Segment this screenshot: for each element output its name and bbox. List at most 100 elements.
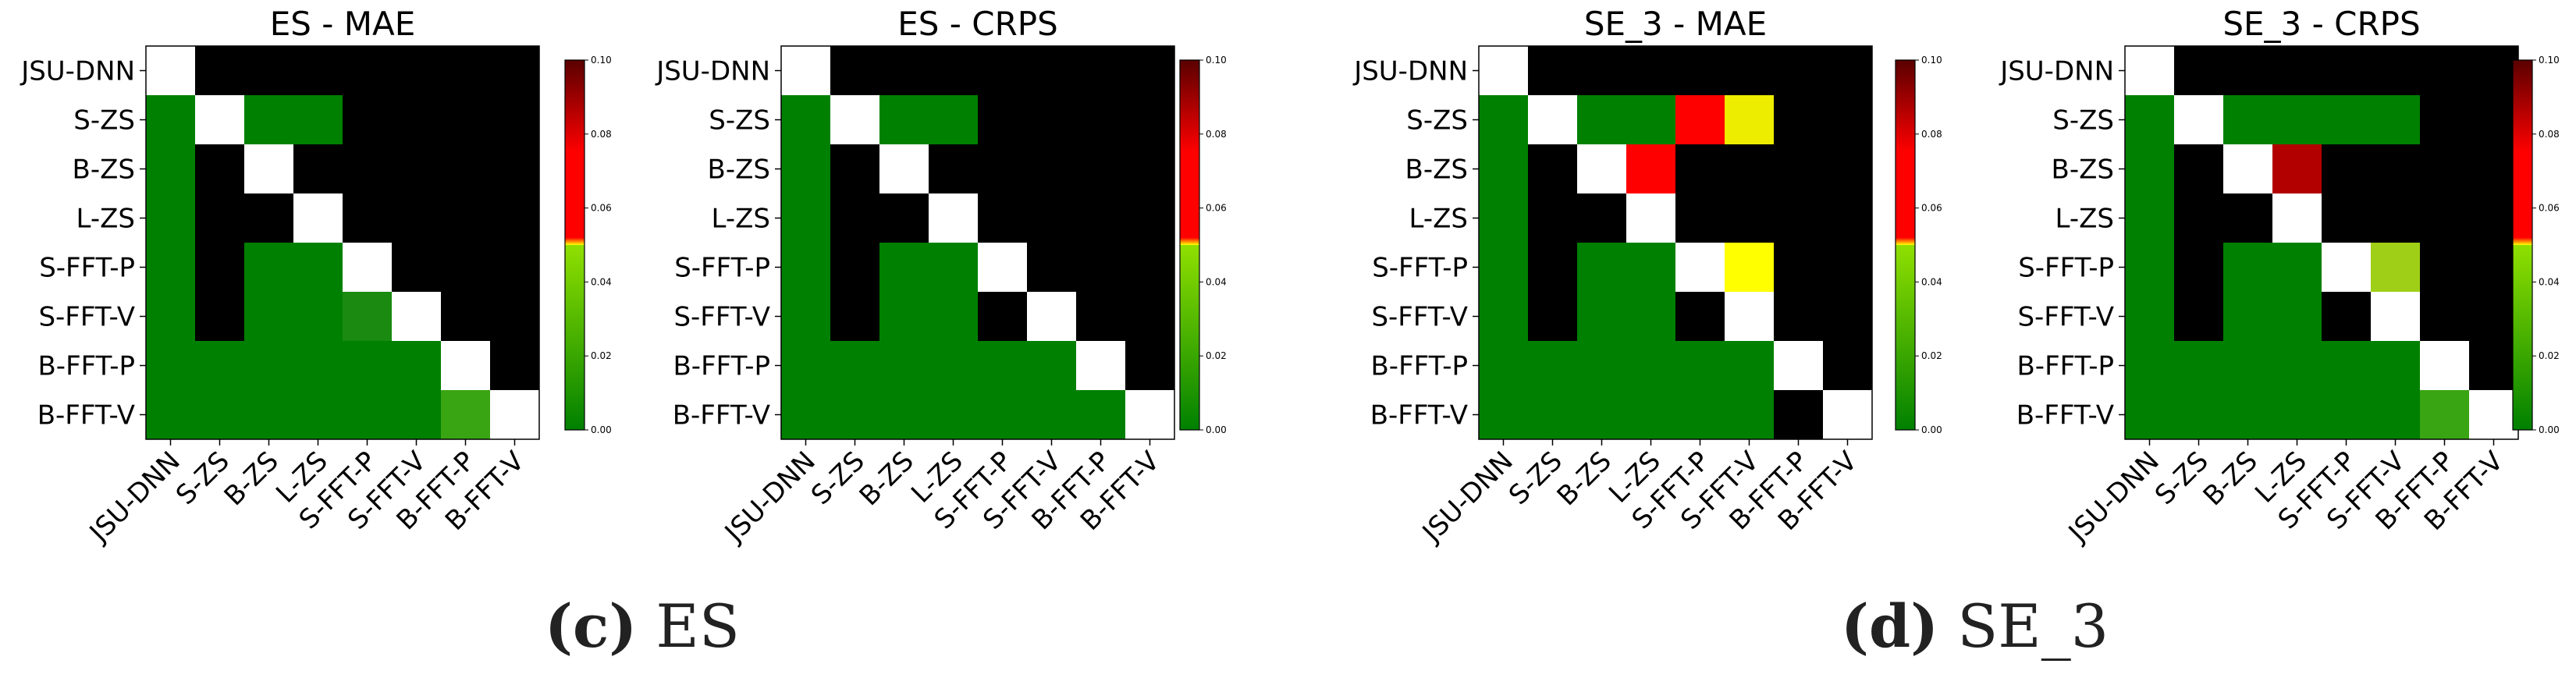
- heatmap-cell: [293, 95, 343, 145]
- heatmap-cell: [1479, 243, 1529, 293]
- heatmap-panel-2: ES - CRPSJSU-DNNS-ZSB-ZSL-ZSS-FFT-PS-FFT…: [655, 5, 1227, 549]
- y-tick-label: B-FFT-V: [2016, 400, 2114, 431]
- y-tick-label: L-ZS: [1409, 204, 1469, 235]
- heatmap-cell: [1076, 193, 1126, 243]
- heatmap-cell: [879, 46, 929, 96]
- colorbar-tick-label: 0.02: [1206, 350, 1227, 361]
- heatmap-cell: [490, 341, 540, 391]
- heatmap-cell: [392, 46, 442, 96]
- heatmap-cell: [2125, 341, 2175, 391]
- heatmap-cell: [781, 292, 831, 342]
- y-tick-label: S-ZS: [73, 105, 135, 137]
- y-tick-label: B-FFT-P: [37, 351, 135, 382]
- y-tick-label: JSU-DNN: [655, 56, 770, 87]
- heatmap-cell: [195, 390, 245, 440]
- heatmap-cell: [2469, 243, 2519, 293]
- heatmap-cell: [1125, 46, 1175, 96]
- heatmap-cell: [929, 243, 979, 293]
- heatmap-cell: [1774, 46, 1824, 96]
- colorbar-tick-label: 0.08: [1921, 129, 1942, 140]
- y-tick-label: S-FFT-P: [674, 253, 770, 284]
- heatmap-cell: [392, 292, 442, 342]
- heatmap-cell: [2223, 341, 2273, 391]
- heatmap-cell: [1027, 292, 1077, 342]
- heatmap-cell: [1675, 243, 1725, 293]
- heatmap-cell: [343, 243, 393, 293]
- heatmap-cell: [1027, 46, 1077, 96]
- heatmap-cell: [781, 341, 831, 391]
- heatmap-cell: [1675, 390, 1725, 440]
- heatmap-cell: [2174, 144, 2224, 194]
- heatmap-cell: [195, 95, 245, 145]
- heatmap-cell: [1528, 95, 1578, 145]
- heatmap-cell: [1577, 46, 1627, 96]
- heatmap-cell: [1823, 193, 1873, 243]
- colorbar-tick-label: 0.06: [2539, 203, 2560, 214]
- heatmap-cell: [293, 243, 343, 293]
- heatmap-cell: [2272, 390, 2322, 440]
- heatmap-cell: [2420, 292, 2470, 342]
- heatmap-cell: [244, 292, 294, 342]
- heatmap-cell: [195, 292, 245, 342]
- heatmap-cell: [1725, 390, 1775, 440]
- y-tick-label: B-FFT-V: [37, 400, 135, 431]
- heatmap-cell: [1725, 144, 1775, 194]
- heatmap-cell: [2371, 46, 2421, 96]
- heatmap-cell: [978, 95, 1028, 145]
- heatmap-cell: [1577, 95, 1627, 145]
- heatmap-cell: [441, 243, 491, 293]
- y-tick-label: B-FFT-P: [1370, 351, 1468, 382]
- y-tick-label: S-ZS: [1406, 105, 1468, 137]
- panel-title: SE_3 - MAE: [1584, 5, 1767, 43]
- x-tick-label: S-ZS: [805, 445, 871, 511]
- heatmap-cell: [146, 341, 196, 391]
- heatmap-panel-3: SE_3 - MAEJSU-DNNS-ZSB-ZSL-ZSS-FFT-PS-FF…: [1352, 5, 1942, 549]
- heatmap-cell: [2371, 243, 2421, 293]
- colorbar-gradient: [2512, 59, 2533, 431]
- colorbar-tick-label: 0.00: [2539, 424, 2560, 435]
- y-tick-label: B-FFT-V: [1370, 400, 1468, 431]
- heatmap-cell: [1774, 243, 1824, 293]
- heatmap-cell: [2322, 95, 2372, 145]
- heatmap-cell: [244, 390, 294, 440]
- heatmap-cell: [2174, 292, 2224, 342]
- heatmap-cell: [441, 341, 491, 391]
- y-tick-label: JSU-DNN: [1352, 56, 1468, 87]
- heatmap-cell: [1774, 390, 1824, 440]
- colorbar-tick-label: 0.00: [1921, 424, 1942, 435]
- panel-title: ES - CRPS: [897, 5, 1058, 43]
- x-tick-label: B-ZS: [219, 445, 285, 512]
- y-tick-label: S-FFT-V: [673, 302, 770, 333]
- heatmap-cell: [1479, 341, 1529, 391]
- heatmap-cell: [1774, 341, 1824, 391]
- heatmap-cell: [146, 243, 196, 293]
- y-tick-label: JSU-DNN: [20, 56, 135, 87]
- heatmap-cell: [441, 95, 491, 145]
- heatmap-cell: [392, 193, 442, 243]
- heatmap-cell: [978, 341, 1028, 391]
- heatmap-cell: [244, 95, 294, 145]
- heatmap-cell: [1528, 144, 1578, 194]
- heatmap-cell: [1823, 341, 1873, 391]
- colorbar-tick-label: 0.04: [1206, 276, 1227, 287]
- heatmap-cell: [2420, 46, 2470, 96]
- heatmap-cell: [244, 243, 294, 293]
- heatmap-cell: [1577, 390, 1627, 440]
- heatmap-cell: [2125, 243, 2175, 293]
- heatmap-cell: [1774, 193, 1824, 243]
- heatmap-cell: [195, 341, 245, 391]
- heatmap-cell: [781, 193, 831, 243]
- heatmap-cell: [1479, 46, 1529, 96]
- heatmap-frame: [780, 45, 1175, 440]
- heatmap-cell: [146, 193, 196, 243]
- heatmap-cell: [978, 193, 1028, 243]
- x-tick-label: B-ZS: [854, 445, 920, 512]
- y-tick-label: B-ZS: [2052, 154, 2114, 186]
- heatmap-cell: [2469, 144, 2519, 194]
- heatmap-cell: [392, 390, 442, 440]
- heatmap-cell: [1823, 95, 1873, 145]
- colorbar: 0.00 0.02 0.04 0.06 0.08 0.10: [2512, 55, 2560, 435]
- heatmap-cell: [1675, 292, 1725, 342]
- heatmap-cell: [879, 95, 929, 145]
